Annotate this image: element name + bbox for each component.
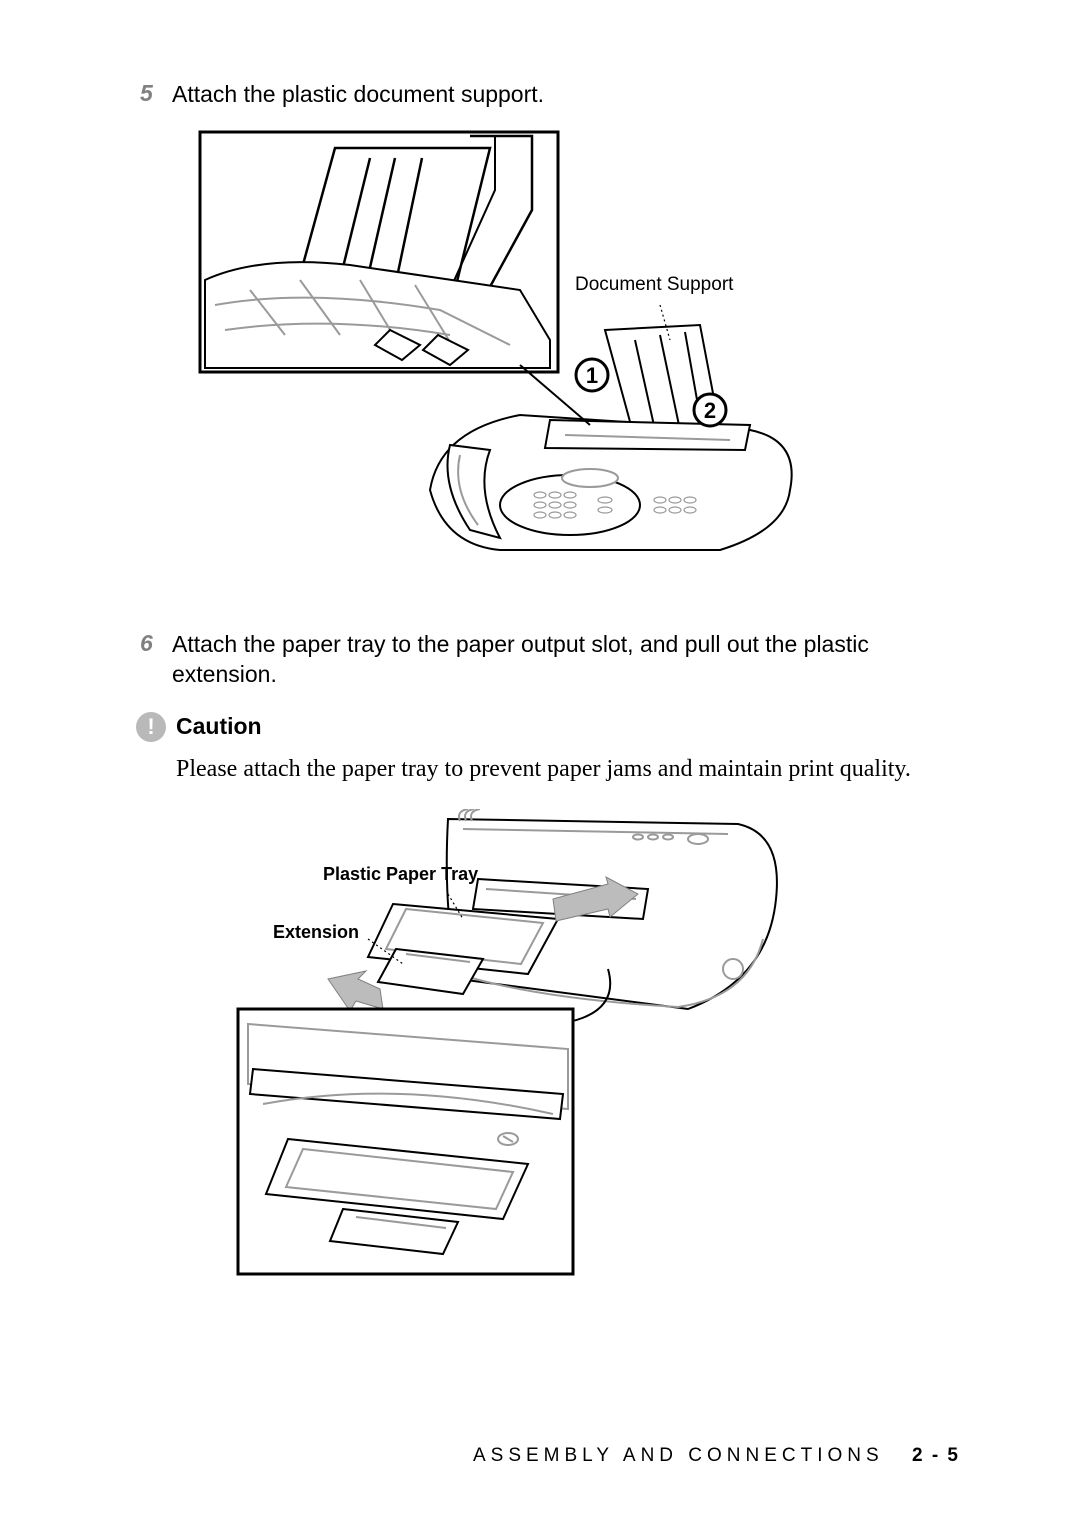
figure-2-svg: [208, 809, 788, 1289]
step-5-number: 5: [140, 80, 172, 107]
step-6-text: Attach the paper tray to the paper outpu…: [172, 630, 970, 690]
step-5: 5 Attach the plastic document support.: [140, 80, 970, 110]
caution-label: Caution: [176, 713, 262, 740]
caution-text: Please attach the paper tray to prevent …: [176, 756, 970, 783]
callout-2-text: 2: [704, 398, 716, 423]
footer-section: ASSEMBLY AND CONNECTIONS: [473, 1445, 884, 1466]
figure-document-support: 1 2 Document Support: [190, 130, 810, 570]
callout-1-text: 1: [586, 363, 598, 388]
label-extension: Extension: [273, 922, 359, 943]
label-document-support: Document Support: [575, 274, 733, 296]
label-plastic-paper-tray: Plastic Paper Tray: [323, 864, 478, 885]
step-6-number: 6: [140, 630, 172, 657]
page-footer: ASSEMBLY AND CONNECTIONS 2 - 5: [473, 1445, 960, 1467]
caution-heading: ! Caution: [136, 712, 970, 742]
step-5-text: Attach the plastic document support.: [172, 80, 544, 110]
step-6: 6 Attach the paper tray to the paper out…: [140, 630, 970, 690]
figure-paper-tray: Plastic Paper Tray Extension: [208, 809, 788, 1289]
footer-page-number: 2 - 5: [912, 1445, 960, 1466]
figure-1-svg: 1 2: [190, 130, 810, 570]
caution-icon: !: [136, 712, 166, 742]
